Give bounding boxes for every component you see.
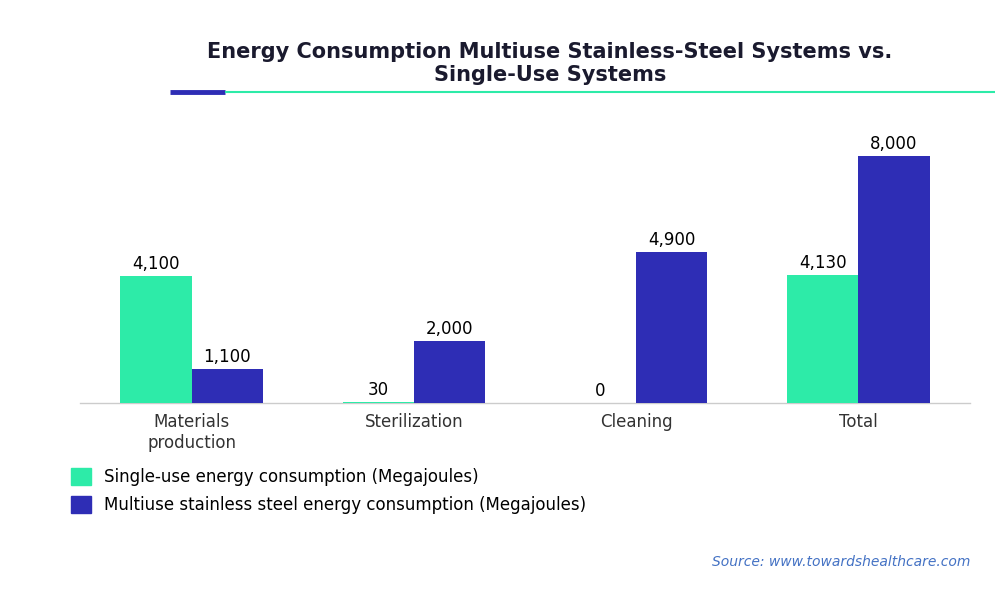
Text: 0: 0: [595, 382, 606, 400]
Text: Energy Consumption Multiuse Stainless-Steel Systems vs.
Single-Use Systems: Energy Consumption Multiuse Stainless-St…: [207, 42, 893, 85]
Bar: [636, 251, 707, 403]
Text: 2,000: 2,000: [426, 320, 473, 338]
Bar: [192, 369, 263, 403]
Bar: [414, 342, 485, 403]
Text: 30: 30: [368, 381, 389, 399]
Bar: [120, 276, 192, 403]
Bar: [343, 402, 414, 403]
Legend: Single-use energy consumption (Megajoules), Multiuse stainless steel energy cons: Single-use energy consumption (Megajoule…: [71, 468, 586, 515]
Text: 4,100: 4,100: [132, 256, 180, 273]
Text: 1,100: 1,100: [203, 348, 251, 366]
Text: Source: www.towardshealthcare.com: Source: www.towardshealthcare.com: [712, 555, 970, 569]
Text: 8,000: 8,000: [870, 135, 918, 152]
Bar: [787, 276, 858, 403]
Bar: [858, 156, 930, 403]
Text: 4,900: 4,900: [648, 231, 695, 248]
Text: 4,130: 4,130: [799, 254, 847, 272]
